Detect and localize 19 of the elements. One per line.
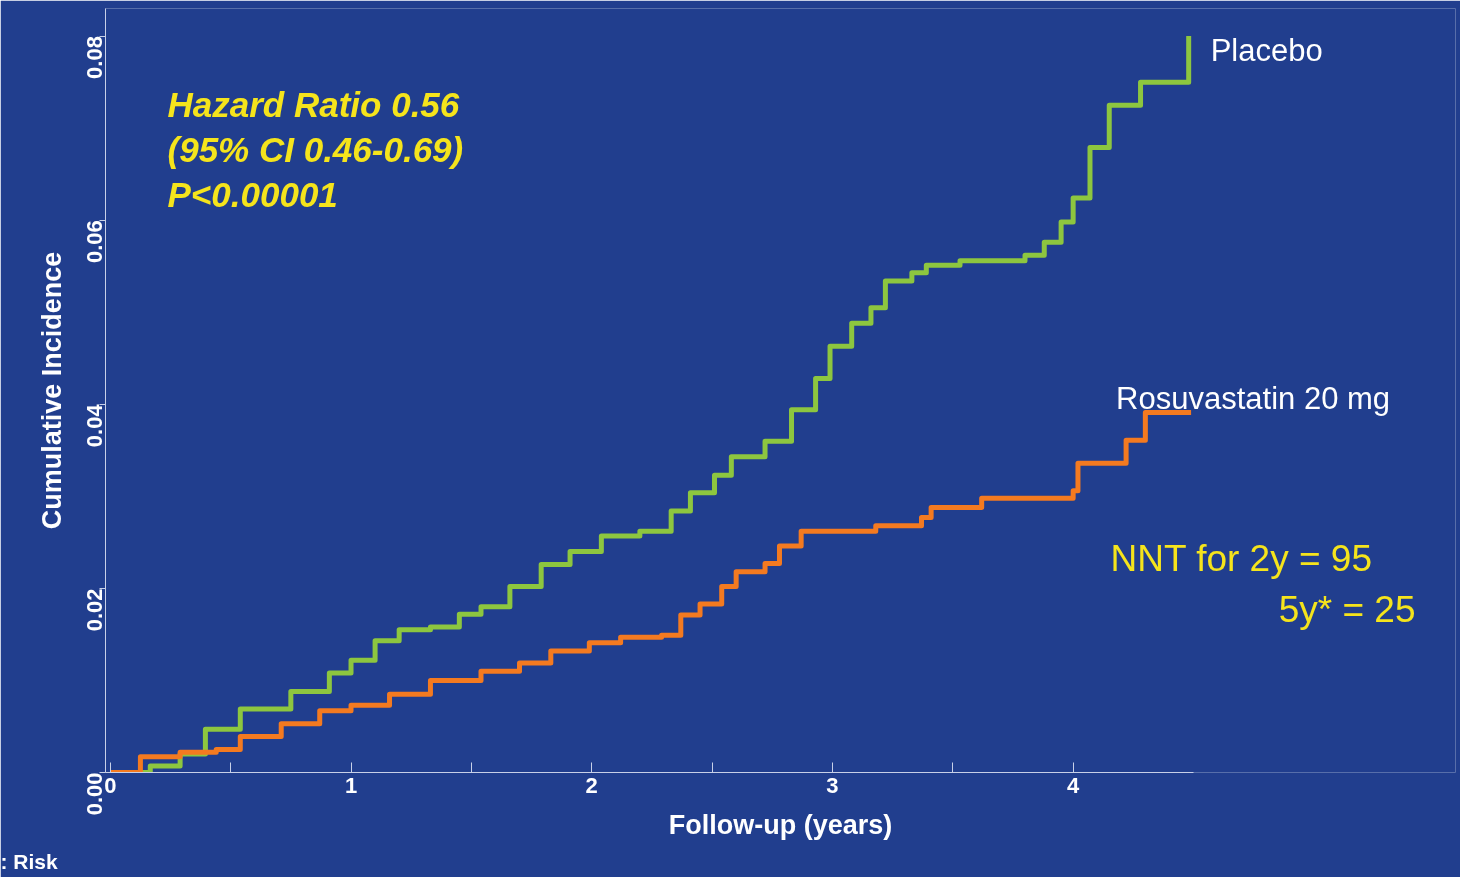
text: : Risk (0, 849, 59, 873)
x-tick-label: 1 (344, 772, 358, 798)
y-axis-title: Cumulative Incidence (36, 251, 67, 530)
x-axis-title: Follow-up (years) (668, 809, 893, 840)
y-tick-label: 0.08 (82, 36, 107, 79)
x-tick-label: 0 (104, 772, 117, 798)
annotation: (95% CI 0.46-0.69) (167, 130, 464, 170)
y-tick-label: 0.06 (82, 220, 107, 264)
x-tick-label: 3 (826, 772, 839, 798)
annotation: Hazard Ratio 0.56 (167, 84, 460, 124)
y-tick-label: 0.04 (82, 403, 107, 448)
x-tick-label: 4 (1067, 772, 1081, 798)
series-label: Rosuvastatin 20 mg (1116, 381, 1391, 417)
annotation: NNT for 2y = 95 (1110, 538, 1373, 580)
annotation: P<0.00001 (167, 174, 338, 214)
text: 5y* = 25 (1278, 588, 1416, 630)
x-tick-label: 2 (585, 772, 598, 798)
series-label: Placebo (1210, 32, 1323, 68)
y-tick-label: 0.02 (82, 588, 107, 632)
